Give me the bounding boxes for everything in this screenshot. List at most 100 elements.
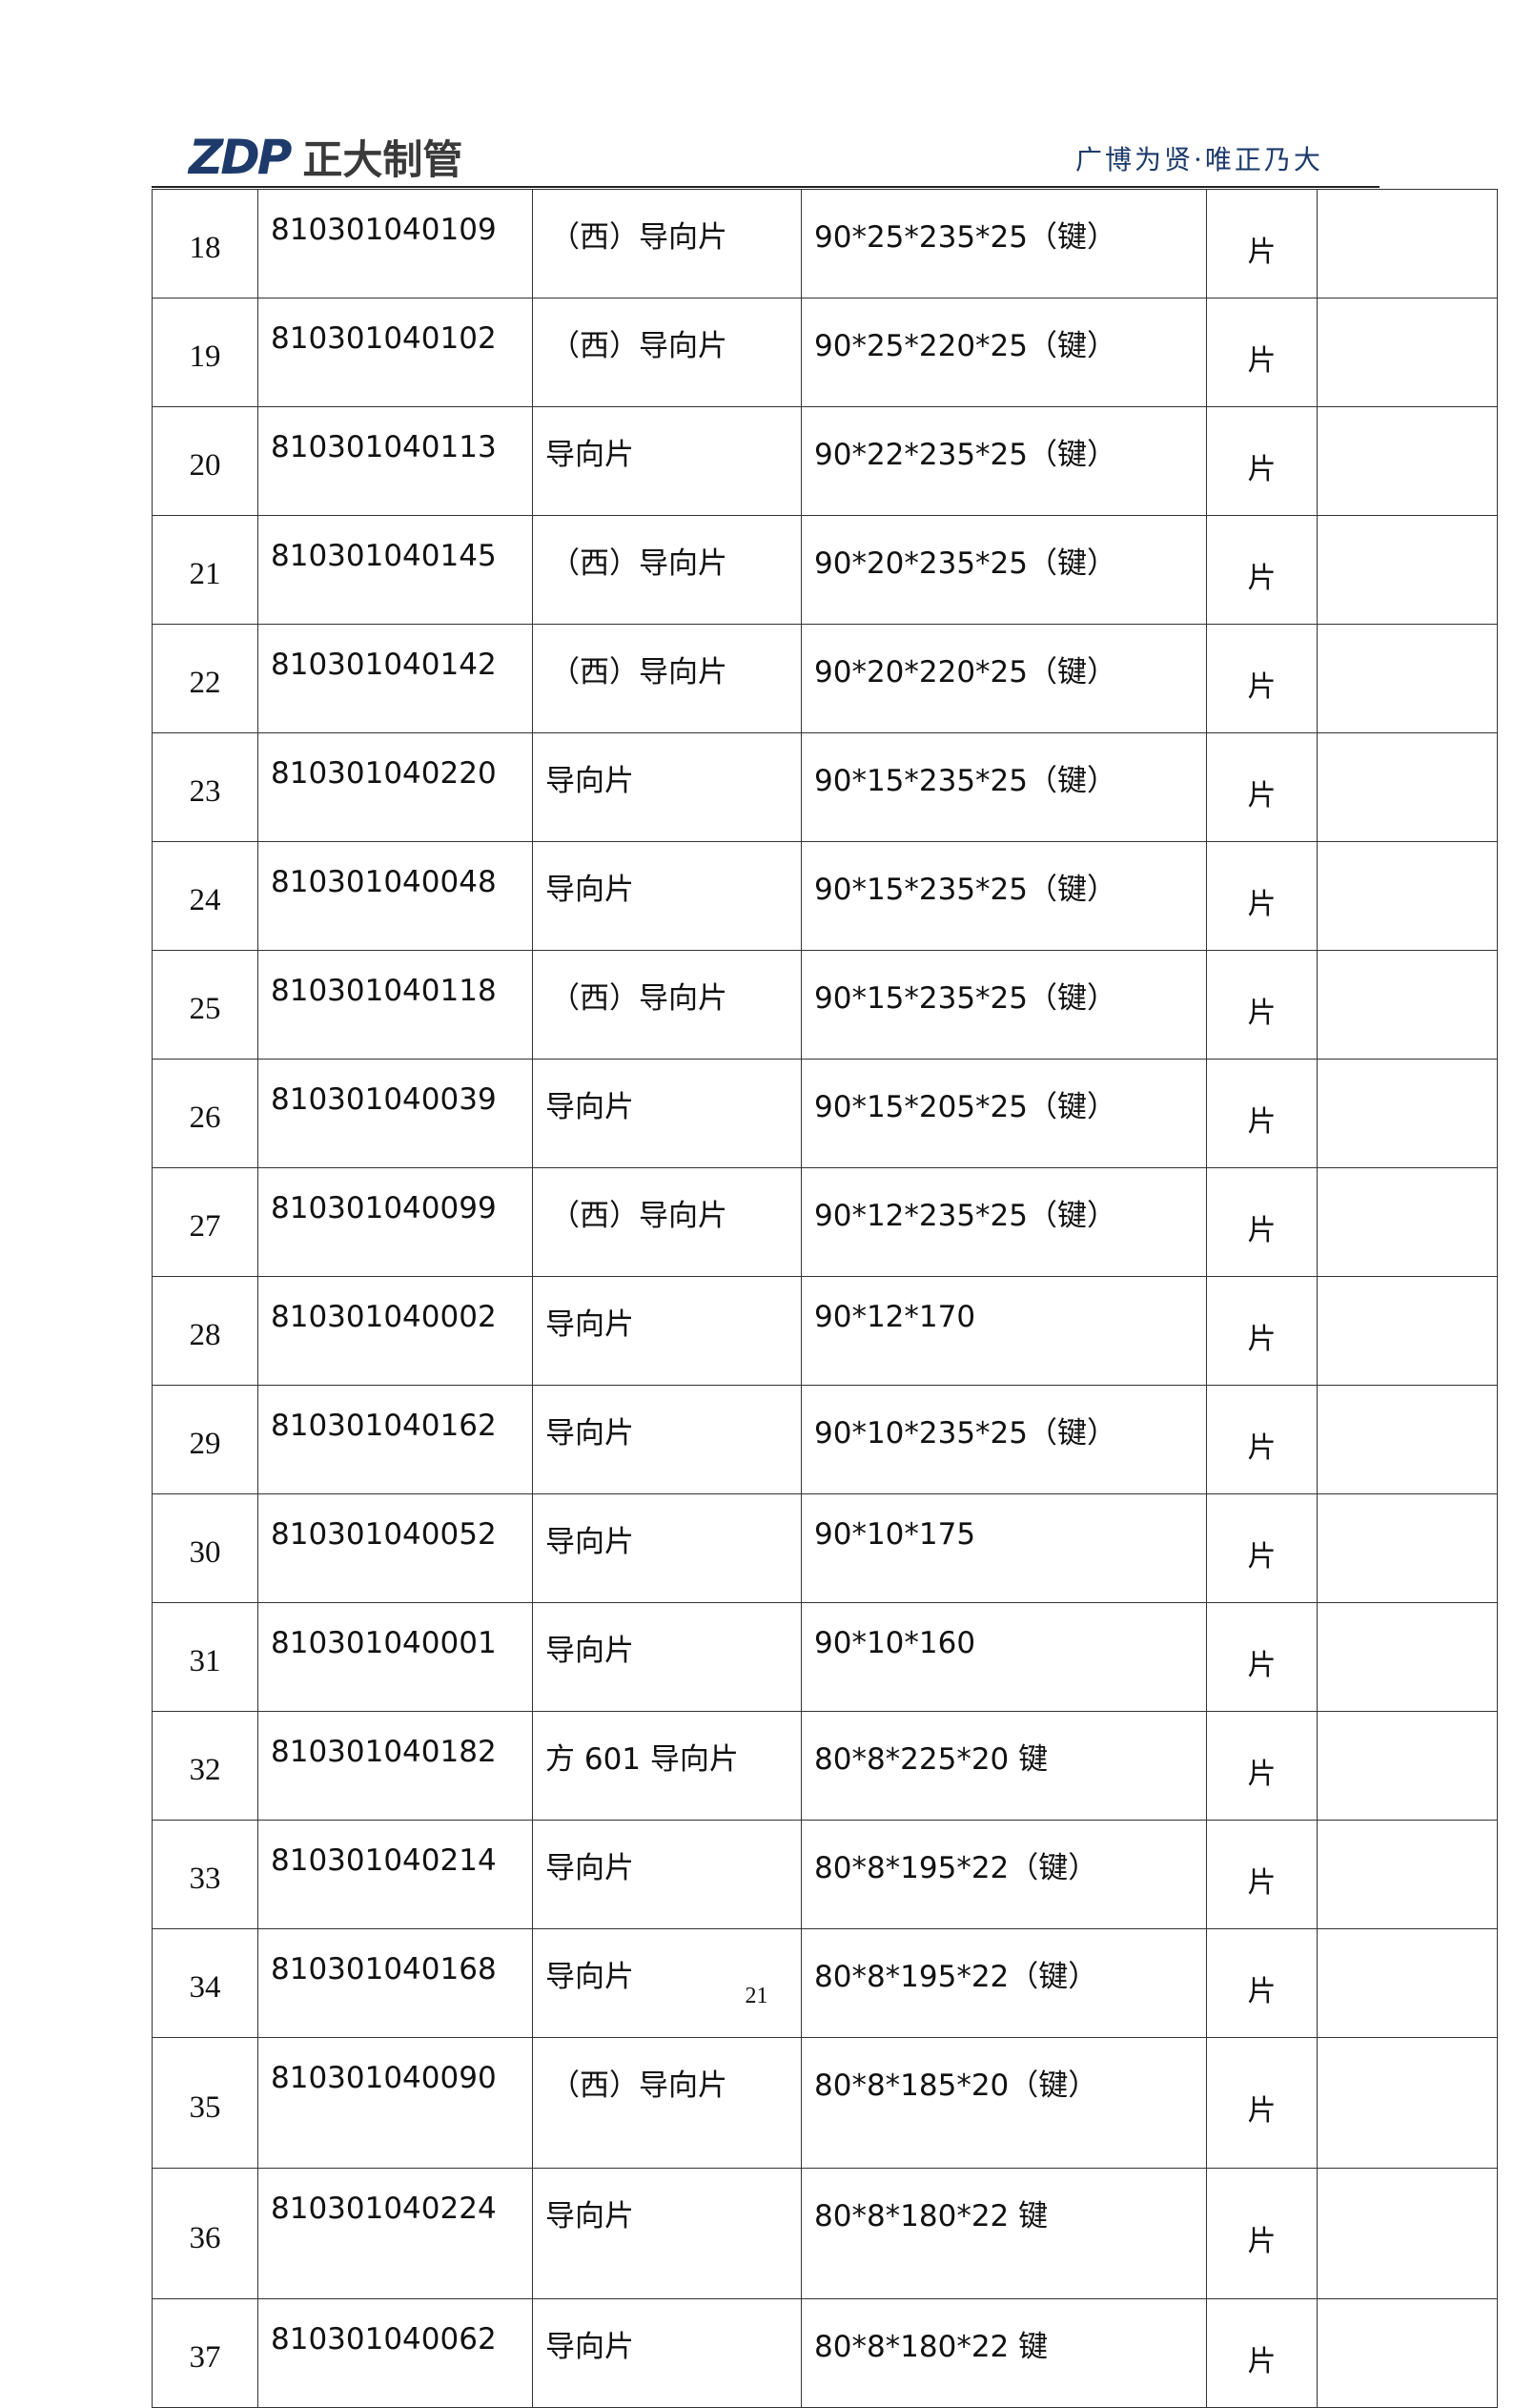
- item-extra-cell: [1317, 732, 1498, 842]
- table-row: 37 810301040062 导向片 80*8*180*22 键片: [152, 2298, 1498, 2408]
- row-number-cell: 30: [152, 1493, 258, 1603]
- item-code-cell: 810301040062: [257, 2298, 533, 2408]
- item-name-cell: 导向片: [532, 1928, 802, 2038]
- header-divider: [152, 186, 1380, 188]
- table-row: 32 810301040182 方 601 导向片 80*8*225*20 键片: [152, 1711, 1498, 1821]
- table-row: 25 810301040118 （西）导向片 90*15*235*25（键）片: [152, 950, 1498, 1060]
- row-number-cell: 36: [152, 2168, 258, 2299]
- item-spec-cell: 90*10*175: [801, 1493, 1207, 1603]
- item-code-cell: 810301040002: [257, 1276, 533, 1386]
- row-number-cell: 32: [152, 1711, 258, 1821]
- item-code-cell: 810301040145: [257, 515, 533, 625]
- table-row: 29 810301040162 导向片 90*10*235*25（键）片: [152, 1385, 1498, 1494]
- item-code-cell: 810301040224: [257, 2168, 533, 2299]
- row-number-cell: 22: [152, 624, 258, 733]
- item-code-cell: 810301040099: [257, 1167, 533, 1277]
- item-extra-cell: [1317, 515, 1498, 625]
- logo-text: 正大制管: [302, 136, 463, 183]
- header-slogan: 广博为贤·唯正乃大: [1075, 144, 1323, 175]
- item-spec-cell: 90*25*235*25（键）: [801, 189, 1207, 298]
- item-unit-cell: 片: [1206, 2037, 1318, 2169]
- item-unit-cell: 片: [1206, 1493, 1318, 1603]
- row-number-cell: 21: [152, 515, 258, 625]
- item-spec-cell: 90*22*235*25（键）: [801, 406, 1207, 516]
- row-number-cell: 20: [152, 406, 258, 516]
- item-spec-cell: 80*8*225*20 键: [801, 1711, 1207, 1821]
- item-name-cell: 导向片: [532, 2168, 802, 2299]
- table-row: 28 810301040002 导向片 90*12*170 片: [152, 1276, 1498, 1386]
- item-code-cell: 810301040102: [257, 298, 533, 407]
- item-extra-cell: [1317, 1928, 1498, 2038]
- item-code-cell: 810301040090: [257, 2037, 533, 2169]
- table-row: 27 810301040099 （西）导向片 90*12*235*25（键）片: [152, 1167, 1498, 1277]
- table-row: 31 810301040001 导向片 90*10*160 片: [152, 1602, 1498, 1712]
- item-extra-cell: [1317, 298, 1498, 407]
- item-name-cell: 导向片: [532, 2298, 802, 2408]
- item-extra-cell: [1317, 624, 1498, 733]
- company-logo: ZDP 正大制管: [189, 128, 462, 186]
- item-extra-cell: [1317, 189, 1498, 298]
- item-spec-cell: 80*8*180*22 键: [801, 2168, 1207, 2299]
- item-extra-cell: [1317, 1711, 1498, 1821]
- item-name-cell: 导向片: [532, 1820, 802, 1929]
- item-code-cell: 810301040220: [257, 732, 533, 842]
- item-extra-cell: [1317, 2037, 1498, 2169]
- item-spec-cell: 90*15*235*25（键）: [801, 950, 1207, 1060]
- item-spec-cell: 90*15*205*25（键）: [801, 1059, 1207, 1168]
- table-row: 21 810301040145 （西）导向片 90*20*235*25（键）片: [152, 515, 1498, 625]
- item-spec-cell: 90*15*235*25（键）: [801, 841, 1207, 951]
- item-extra-cell: [1317, 1820, 1498, 1929]
- item-unit-cell: 片: [1206, 298, 1318, 407]
- item-unit-cell: 片: [1206, 1276, 1318, 1386]
- item-unit-cell: 片: [1206, 732, 1318, 842]
- table-row: 23 810301040220 导向片 90*15*235*25（键）片: [152, 732, 1498, 842]
- item-extra-cell: [1317, 1167, 1498, 1277]
- item-code-cell: 810301040109: [257, 189, 533, 298]
- item-spec-cell: 90*15*235*25（键）: [801, 732, 1207, 842]
- item-name-cell: 导向片: [532, 1493, 802, 1603]
- row-number-cell: 26: [152, 1059, 258, 1168]
- row-number-cell: 34: [152, 1928, 258, 2038]
- item-unit-cell: 片: [1206, 515, 1318, 625]
- item-unit-cell: 片: [1206, 189, 1318, 298]
- item-extra-cell: [1317, 1276, 1498, 1386]
- item-name-cell: 导向片: [532, 732, 802, 842]
- item-code-cell: 810301040113: [257, 406, 533, 516]
- item-code-cell: 810301040052: [257, 1493, 533, 1603]
- item-extra-cell: [1317, 1059, 1498, 1168]
- item-extra-cell: [1317, 1493, 1498, 1603]
- row-number-cell: 27: [152, 1167, 258, 1277]
- item-name-cell: 导向片: [532, 406, 802, 516]
- item-spec-cell: 90*20*235*25（键）: [801, 515, 1207, 625]
- item-name-cell: 导向片: [532, 1276, 802, 1386]
- item-unit-cell: 片: [1206, 1167, 1318, 1277]
- item-code-cell: 810301040182: [257, 1711, 533, 1821]
- item-name-cell: 导向片: [532, 1602, 802, 1712]
- item-unit-cell: 片: [1206, 624, 1318, 733]
- table-row: 33 810301040214 导向片 80*8*195*22（键）片: [152, 1820, 1498, 1929]
- table-row: 22 810301040142 （西）导向片 90*20*220*25（键）片: [152, 624, 1498, 733]
- item-spec-cell: 90*25*220*25（键）: [801, 298, 1207, 407]
- page-number: 21: [745, 1984, 768, 2008]
- item-extra-cell: [1317, 1385, 1498, 1494]
- item-code-cell: 810301040168: [257, 1928, 533, 2038]
- item-name-cell: 方 601 导向片: [532, 1711, 802, 1821]
- row-number-cell: 28: [152, 1276, 258, 1386]
- item-name-cell: （西）导向片: [532, 298, 802, 407]
- item-unit-cell: 片: [1206, 1059, 1318, 1168]
- item-code-cell: 810301040118: [257, 950, 533, 1060]
- row-number-cell: 35: [152, 2037, 258, 2169]
- item-spec-cell: 80*8*195*22（键）: [801, 1820, 1207, 1929]
- parts-table: 18 810301040109 （西）导向片 90*25*235*25（键）片 19 81…: [152, 189, 1498, 2408]
- item-unit-cell: 片: [1206, 1385, 1318, 1494]
- table-row: 20 810301040113 导向片 90*22*235*25（键）片: [152, 406, 1498, 516]
- table-row: 35 810301040090 （西）导向片 80*8*185*20（键）片: [152, 2037, 1498, 2169]
- item-code-cell: 810301040142: [257, 624, 533, 733]
- item-name-cell: 导向片: [532, 841, 802, 951]
- item-unit-cell: 片: [1206, 950, 1318, 1060]
- item-name-cell: （西）导向片: [532, 1167, 802, 1277]
- item-unit-cell: 片: [1206, 1711, 1318, 1821]
- item-code-cell: 810301040039: [257, 1059, 533, 1168]
- item-unit-cell: 片: [1206, 1820, 1318, 1929]
- item-extra-cell: [1317, 406, 1498, 516]
